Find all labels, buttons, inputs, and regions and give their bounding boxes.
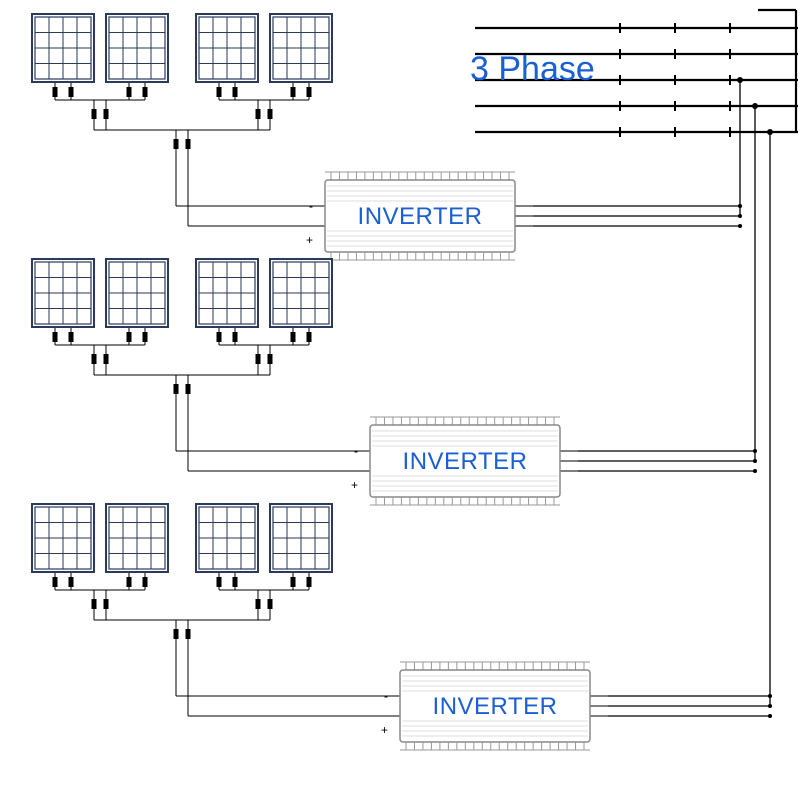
plus-label: + [351,478,358,492]
inverter: INVERTER [400,662,590,750]
inverter-label: INVERTER [433,693,558,720]
inverter: INVERTER [325,172,515,260]
plus-label: + [381,723,388,737]
solar-panel [106,259,168,327]
solar-panel [196,259,258,327]
solar-panel [32,504,94,572]
inverter-label: INVERTER [358,203,483,230]
inverter: INVERTER [370,417,560,505]
minus-label: - [309,199,313,213]
solar-panel [196,504,258,572]
inverter-label: INVERTER [403,448,528,475]
solar-panel [196,14,258,82]
minus-label: - [354,444,358,458]
solar-panel [32,259,94,327]
minus-label: - [384,689,388,703]
plus-label: + [306,233,313,247]
solar-panel [106,14,168,82]
solar-panel [106,504,168,572]
solar-panel [32,14,94,82]
solar-panel [270,14,332,82]
solar-panel [270,259,332,327]
phase-title: 3 Phase [470,50,595,88]
solar-panel [270,504,332,572]
